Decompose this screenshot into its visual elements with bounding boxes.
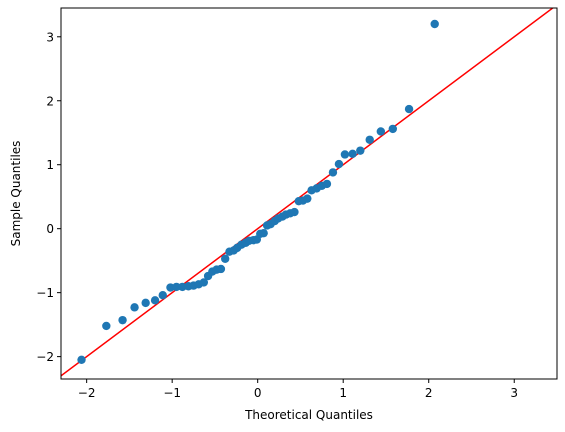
y-tick-label: 3 <box>46 30 54 44</box>
x-tick-label: −2 <box>78 386 96 400</box>
data-point-5 <box>150 296 160 305</box>
data-point-18 <box>220 254 230 263</box>
data-point-3 <box>130 303 139 312</box>
data-point-50 <box>376 127 386 136</box>
data-point-51 <box>388 124 398 134</box>
y-tick-label: −1 <box>36 286 54 300</box>
data-point-45 <box>334 159 344 169</box>
data-point-1 <box>102 321 111 331</box>
data-point-46 <box>340 150 350 159</box>
data-point-28 <box>259 228 268 238</box>
data-point-0 <box>77 355 86 365</box>
data-point-43 <box>322 179 332 189</box>
data-point-47 <box>348 149 357 159</box>
data-point-8 <box>172 282 181 292</box>
y-tick-label: 2 <box>46 94 54 108</box>
data-point-2 <box>118 315 127 325</box>
x-tick-label: 2 <box>425 386 433 400</box>
data-point-4 <box>141 298 150 308</box>
data-point-48 <box>356 146 365 155</box>
data-point-13 <box>199 278 209 287</box>
y-tick-label: 0 <box>46 222 54 236</box>
plot-frame <box>60 7 558 380</box>
data-point-52 <box>404 104 414 114</box>
data-point-53 <box>430 19 439 29</box>
x-axis-title: Theoretical Quantiles <box>244 408 373 422</box>
data-point-17 <box>216 264 226 274</box>
data-point-39 <box>303 194 312 203</box>
data-point-49 <box>365 135 374 144</box>
x-tick-label: 1 <box>339 386 347 400</box>
y-tick-label: 1 <box>46 158 54 172</box>
data-point-6 <box>158 291 167 300</box>
x-tick-label: 0 <box>254 386 262 400</box>
y-axis-title: Sample Quantiles <box>9 141 23 247</box>
data-point-44 <box>328 168 338 177</box>
y-tick-label: −2 <box>36 350 54 364</box>
x-tick-label: 3 <box>510 386 518 400</box>
x-tick-label: −1 <box>163 386 181 400</box>
data-point-36 <box>290 207 299 217</box>
